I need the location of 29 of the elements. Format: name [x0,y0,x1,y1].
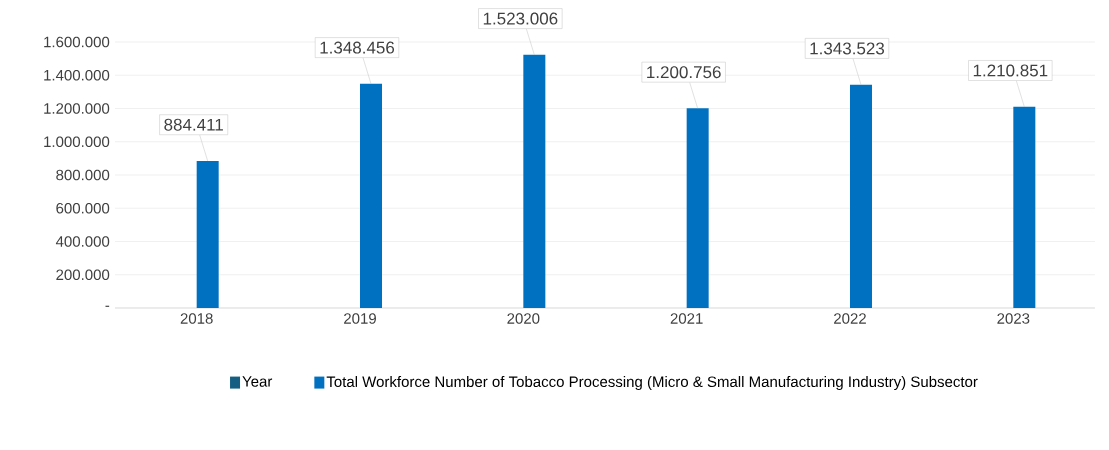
data-label: 884.411 [164,118,223,131]
x-tick-label: 2019 [344,313,376,324]
data-label: 1.210.851 [973,64,1048,77]
x-tick-label: 2022 [834,313,866,324]
x-tick-label: 2020 [507,313,540,324]
data-label: 1.200.756 [647,66,721,79]
bar [849,84,872,308]
bar [686,108,709,308]
data-label: 1.343.523 [810,42,885,55]
y-tick-label: 800.000 [56,169,110,181]
bar [1013,106,1036,308]
y-tick-label: 1.400.000 [44,69,110,81]
x-tick-label: 2018 [180,313,213,324]
y-tick-label: 600.000 [56,202,110,214]
x-tick-label: 2021 [670,313,703,324]
y-tick-label: 400.000 [55,236,110,247]
y-tick-label: - [105,305,110,307]
data-label: 1.348.456 [320,41,395,54]
legend-label: Total Workforce Number of Tobacco Processing (Micro & Small Manufacturing Industry) Subsector [326,376,978,390]
bar [360,83,383,308]
legend-label: Year [242,376,273,387]
y-tick-label: 1.600.000 [44,36,110,48]
y-tick-label: 1.000.000 [44,136,110,148]
bar [523,54,546,308]
bar [196,160,219,308]
data-label: 1.523.006 [483,12,558,25]
x-tick-label: 2023 [997,313,1030,324]
y-tick-label: 200.000 [56,269,110,281]
y-tick-label: 1.200.000 [44,103,110,114]
